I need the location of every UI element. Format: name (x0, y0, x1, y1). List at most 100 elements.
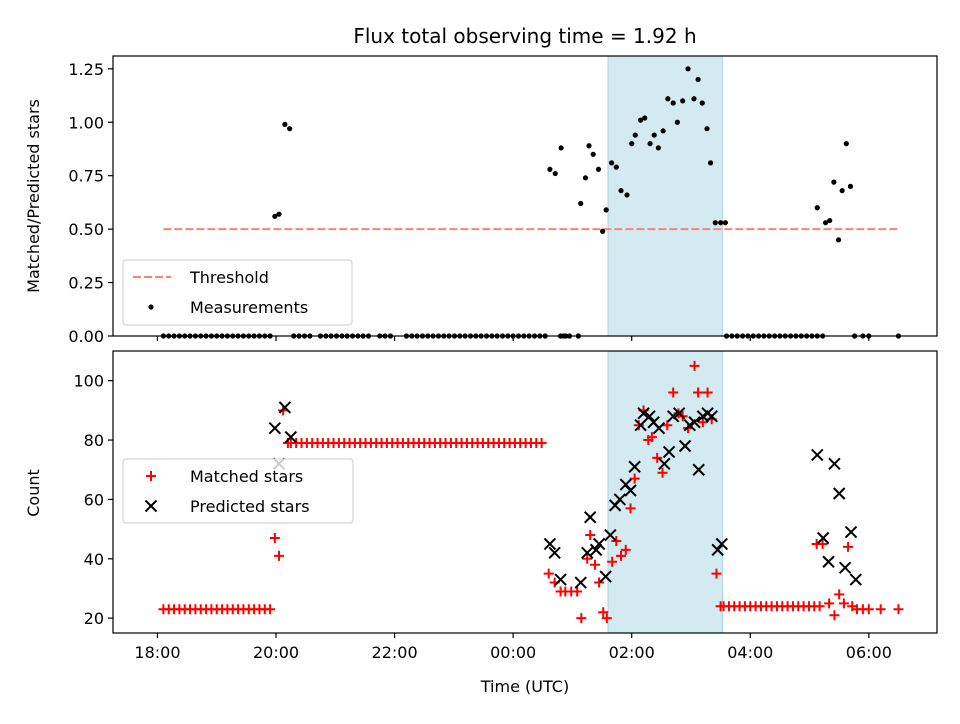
x-tick-label: 02:00 (609, 643, 655, 662)
data-point (668, 387, 679, 398)
data-point (574, 576, 587, 589)
data-point (652, 421, 666, 435)
data-point (642, 115, 648, 121)
data-point (590, 151, 596, 157)
top-y-tick-label: 1.25 (68, 60, 104, 79)
data-point (704, 126, 710, 132)
data-point (637, 117, 644, 123)
data-point (834, 589, 845, 600)
chart-title: Flux total observing time = 1.92 h (353, 24, 696, 48)
data-point (578, 200, 584, 207)
data-point (607, 556, 618, 567)
data-point (629, 141, 635, 147)
data-point (611, 535, 622, 546)
bottom-shaded-region (607, 350, 723, 634)
data-point (625, 503, 636, 514)
data-point (843, 541, 854, 552)
data-point (844, 525, 858, 539)
data-point (547, 166, 553, 172)
bottom-series-matched-stars (158, 360, 904, 624)
data-point (646, 432, 657, 443)
legend-label: Matched stars (190, 467, 303, 486)
top-legend-box (122, 259, 353, 326)
data-point (875, 604, 886, 615)
data-point (585, 530, 596, 541)
top-axes-frame (112, 55, 938, 337)
data-point (816, 531, 830, 545)
data-point (678, 439, 692, 453)
data-point (613, 493, 627, 506)
data-point (715, 537, 729, 551)
data-point (613, 164, 619, 170)
data-point (832, 487, 846, 500)
data-point (822, 555, 835, 568)
data-point (558, 145, 564, 151)
bottom-y-tick-label: 80 (84, 431, 104, 450)
data-point (265, 604, 276, 615)
data-point (674, 119, 680, 125)
data-point (702, 387, 713, 398)
data-point (657, 467, 668, 478)
data-point (608, 160, 615, 166)
data-point (272, 213, 278, 219)
data-point (838, 598, 849, 609)
data-point (699, 100, 705, 106)
legend-label: Measurements (190, 298, 308, 317)
top-y-tick-label: 0.00 (68, 327, 104, 346)
data-point (847, 183, 854, 189)
data-point (618, 188, 624, 194)
data-point (603, 207, 609, 213)
data-point (695, 76, 701, 83)
data-point (536, 438, 547, 449)
data-point (273, 550, 284, 561)
data-point (581, 546, 594, 560)
data-point (595, 166, 602, 172)
data-point (824, 598, 835, 609)
data-point (586, 143, 592, 149)
bottom-legend: Matched stars Predicted stars (122, 458, 354, 524)
x-tick-label: 22:00 (372, 643, 418, 662)
data-point (843, 141, 849, 147)
data-point (572, 586, 583, 597)
x-tick-label: 04:00 (727, 643, 773, 662)
data-point (647, 141, 653, 147)
data-point (839, 188, 845, 194)
data-point (660, 128, 666, 134)
data-point (633, 420, 644, 431)
data-point (584, 511, 597, 524)
data-point (828, 457, 841, 471)
data-point (589, 559, 600, 570)
data-point (722, 220, 728, 226)
data-point (628, 460, 641, 473)
data-point (655, 145, 661, 151)
top-data-layer (160, 66, 902, 339)
data-point (893, 604, 904, 615)
bottom-axes-frame (112, 350, 938, 634)
data-point (582, 553, 593, 564)
data-point (831, 179, 837, 185)
data-point (712, 220, 718, 226)
data-point (268, 421, 282, 435)
data-point (282, 121, 288, 127)
data-point (711, 568, 722, 579)
bottom-data-layer (158, 360, 904, 624)
bottom-legend-box (122, 458, 354, 524)
x-tick-label: 00:00 (490, 643, 536, 662)
data-point (624, 192, 630, 198)
bottom-y-tick-label: 20 (84, 609, 104, 628)
data-point (827, 217, 833, 224)
data-point (705, 410, 718, 423)
bottom-y-tick-label: 40 (84, 550, 104, 569)
data-point (598, 607, 609, 618)
x-tick-label: 06:00 (846, 643, 892, 662)
data-point (269, 533, 280, 544)
data-point (814, 601, 825, 612)
data-point (680, 98, 686, 104)
data-point (284, 430, 298, 444)
data-point (629, 473, 640, 484)
data-point (666, 410, 680, 423)
data-point (594, 577, 605, 588)
data-point (811, 448, 824, 462)
